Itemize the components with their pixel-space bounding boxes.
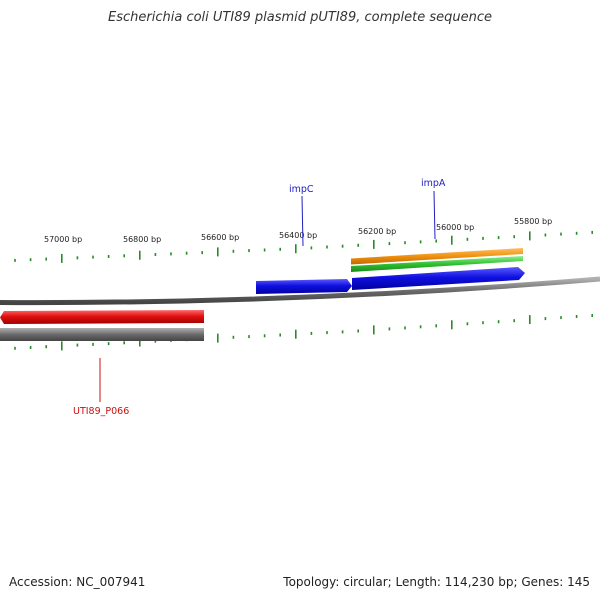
gene-label-UTI89_P066: UTI89_P066: [73, 406, 129, 417]
lower-ruler: [14, 314, 594, 351]
gene-green[interactable]: [351, 256, 523, 272]
ruler-label: 56200 bp: [358, 227, 396, 236]
ruler-label: 56600 bp: [201, 233, 239, 242]
ruler-label: 56000 bp: [436, 223, 474, 232]
topology-summary: Topology: circular; Length: 114,230 bp; …: [283, 575, 590, 589]
gene-impA[interactable]: [352, 267, 525, 290]
accession-text: Accession: NC_007941: [9, 575, 146, 589]
plasmid-backbone: [0, 276, 600, 306]
ruler-label: 55800 bp: [514, 217, 552, 226]
impA-callout: [433, 190, 436, 240]
upper-ruler: [14, 230, 594, 263]
ruler-label: 56400 bp: [279, 231, 317, 240]
gene-label-impA: impA: [421, 178, 446, 189]
gene-label-impC: impC: [289, 184, 314, 195]
ruler-label: 56800 bp: [123, 235, 161, 244]
gene-UTI89_P066[interactable]: [0, 310, 204, 324]
impC-callout: [301, 195, 304, 247]
ruler-label: 57000 bp: [44, 235, 82, 244]
map-title: Escherichia coli UTI89 plasmid pUTI89, c…: [108, 10, 492, 25]
gene-impC[interactable]: [256, 279, 352, 294]
gene-orange[interactable]: [351, 248, 523, 265]
gene-gray[interactable]: [0, 328, 204, 341]
